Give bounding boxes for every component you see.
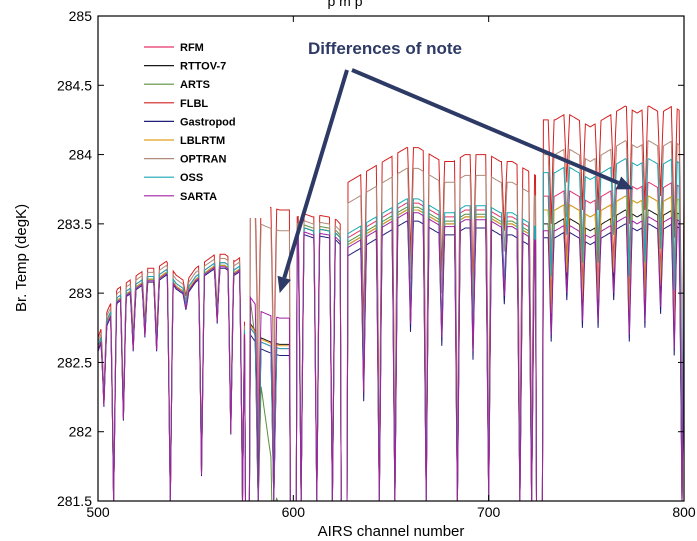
series-line-lblrtm xyxy=(97,195,685,502)
legend-entry: SARTA xyxy=(180,191,217,203)
annotation: Differences of note xyxy=(277,39,634,294)
legend-background xyxy=(140,40,270,218)
annotation-arrow-shaft xyxy=(282,69,349,279)
series-line-gastropod xyxy=(97,220,685,502)
y-tick-label: 282 xyxy=(69,424,93,440)
y-tick-label: 283.5 xyxy=(57,216,92,232)
plot-frame xyxy=(97,15,685,502)
plot-lines xyxy=(97,105,685,502)
series-line-flbl xyxy=(97,105,685,502)
annotation-text: Differences of note xyxy=(308,39,462,58)
y-tick-label: 284 xyxy=(69,147,93,163)
y-tick-label: 283 xyxy=(69,285,93,301)
legend-entry: RFM xyxy=(180,42,204,54)
y-tick-label: 285 xyxy=(69,8,93,24)
y-axis-label: Br. Temp (degK) xyxy=(13,204,30,312)
axis-ticks: 500 600 700 800 281.5 282 282.5 283 283.5 284 284.… xyxy=(57,8,696,520)
x-tick-label: 700 xyxy=(477,504,501,520)
legend-entry: Gastropod xyxy=(180,116,236,128)
y-tick-label: 282.5 xyxy=(57,354,92,370)
x-axis-label: AIRS channel number xyxy=(318,523,465,540)
legend-entry: FLBL xyxy=(180,98,208,110)
legend-entry: RTTOV-7 xyxy=(180,61,226,73)
series-line-optran xyxy=(97,140,685,502)
x-tick-label: 800 xyxy=(672,504,696,520)
x-tick-label: 500 xyxy=(86,504,110,520)
annotation-arrow-head xyxy=(615,176,634,190)
legend-entry: OSS xyxy=(180,172,203,184)
x-tick-label: 600 xyxy=(282,504,306,520)
annotation-arrow-head xyxy=(277,275,291,294)
chart-title-fragment: p m p xyxy=(327,0,362,9)
series-line-sarta xyxy=(97,212,685,502)
series-line-oss xyxy=(97,158,685,502)
annotation-arrow-shaft xyxy=(351,68,620,185)
y-tick-label: 284.5 xyxy=(57,77,92,93)
legend-entry: LBLRTM xyxy=(180,135,225,147)
legend: RFM RTTOV-7 ARTS FLBL Gastropod LBLRTM OPTRAN O… xyxy=(140,40,270,218)
legend-entry: OPTRAN xyxy=(180,154,227,166)
legend-entry: ARTS xyxy=(180,79,210,91)
y-tick-label: 281.5 xyxy=(57,493,92,509)
